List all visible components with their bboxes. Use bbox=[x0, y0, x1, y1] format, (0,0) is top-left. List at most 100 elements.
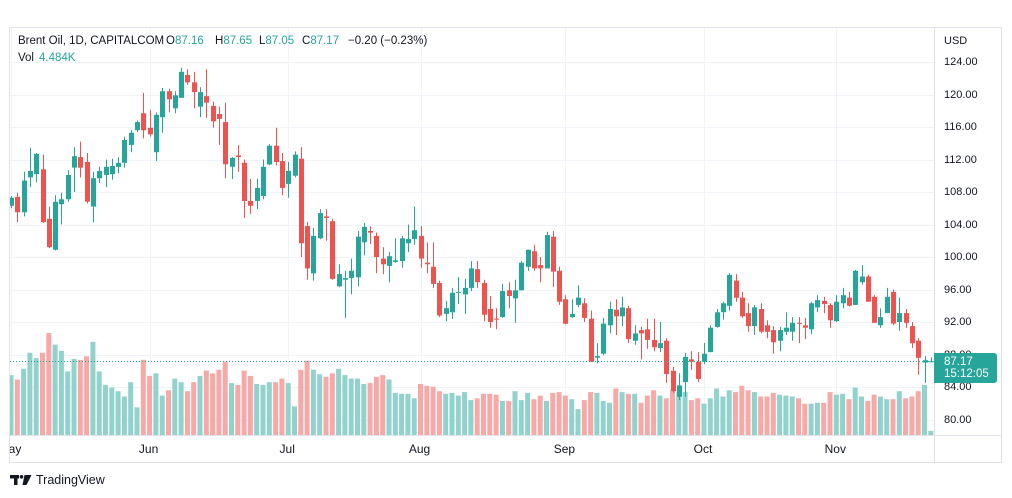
candle bbox=[715, 309, 720, 328]
time-axis[interactable]: May Jun Jul Aug Sep Oct Nov bbox=[10, 436, 934, 462]
candle bbox=[400, 235, 405, 268]
volume-bar bbox=[764, 396, 770, 435]
candle bbox=[72, 147, 77, 192]
candle bbox=[135, 120, 140, 132]
candle bbox=[356, 231, 361, 287]
volume-bar bbox=[745, 390, 751, 435]
candle bbox=[104, 159, 109, 188]
candle bbox=[803, 317, 808, 340]
candle-body bbox=[387, 256, 392, 266]
candle bbox=[526, 249, 531, 271]
volume-bar bbox=[172, 378, 178, 435]
candle-body bbox=[173, 95, 178, 109]
candle bbox=[167, 88, 172, 113]
candle-body bbox=[41, 169, 46, 223]
candle-body bbox=[85, 161, 90, 202]
volume-bar bbox=[210, 373, 216, 435]
volume-bar bbox=[487, 393, 493, 435]
volume-bar bbox=[292, 406, 297, 435]
price-tick-label: 120.00 bbox=[944, 88, 978, 101]
volume-bar bbox=[279, 378, 285, 435]
tradingview-logo-link[interactable]: TradingView bbox=[10, 472, 105, 488]
candle-body bbox=[545, 235, 550, 269]
time-tick-label: Nov bbox=[824, 442, 846, 456]
candle bbox=[450, 287, 455, 319]
volume-bar bbox=[462, 392, 468, 435]
volume-bar bbox=[588, 392, 594, 435]
candle-body bbox=[538, 265, 543, 269]
candle bbox=[696, 352, 701, 383]
candle bbox=[261, 159, 266, 200]
candle bbox=[740, 291, 745, 318]
candle bbox=[230, 157, 235, 179]
volume-bar bbox=[310, 369, 316, 435]
candle bbox=[626, 305, 631, 344]
candle bbox=[500, 283, 505, 318]
candle bbox=[381, 247, 386, 275]
candle bbox=[41, 154, 46, 223]
candle bbox=[538, 257, 543, 283]
candle bbox=[872, 295, 877, 323]
candle-body bbox=[47, 218, 52, 248]
candle-body bbox=[916, 340, 921, 358]
candle-body bbox=[847, 297, 852, 306]
candle bbox=[456, 277, 461, 305]
candle bbox=[299, 147, 304, 257]
legend-high: H87.65 bbox=[215, 34, 252, 48]
candle-body bbox=[456, 291, 461, 293]
price-axis[interactable]: 124.00 120.00 116.00 112.00 108.00 104.00 100.… bbox=[935, 28, 1001, 435]
volume-bar bbox=[877, 396, 883, 435]
volume-bar bbox=[644, 395, 650, 435]
candle bbox=[519, 261, 524, 291]
volume-bar bbox=[562, 395, 568, 435]
candle-body bbox=[689, 359, 694, 362]
candle-body bbox=[91, 178, 96, 207]
candle-body bbox=[671, 370, 676, 392]
volume-bar bbox=[852, 387, 858, 435]
chart-pane[interactable] bbox=[10, 28, 934, 435]
candle bbox=[248, 179, 253, 214]
volume-value: 4.484K bbox=[39, 52, 76, 64]
legend-volume: Vol 4.484K bbox=[18, 51, 75, 65]
candle bbox=[444, 300, 449, 322]
volume-bar bbox=[336, 368, 342, 435]
candle bbox=[671, 366, 676, 393]
candle-body bbox=[878, 317, 883, 326]
candle bbox=[563, 295, 568, 325]
volume-bar bbox=[71, 358, 77, 435]
volume-bar bbox=[777, 394, 783, 435]
candle-body bbox=[532, 251, 537, 269]
candle bbox=[658, 322, 663, 353]
volume-bar bbox=[247, 375, 253, 435]
candle-body bbox=[267, 145, 272, 165]
price-tick-label: 124.00 bbox=[944, 56, 978, 68]
candle bbox=[482, 279, 487, 322]
candle-body bbox=[809, 303, 814, 330]
bar-countdown: 15:12:05 bbox=[944, 368, 989, 380]
volume-bar bbox=[65, 371, 71, 435]
candle-body bbox=[116, 162, 121, 167]
candle-body bbox=[444, 308, 449, 314]
candle-body bbox=[866, 276, 871, 302]
volume-bar bbox=[890, 399, 896, 435]
candle-body bbox=[148, 127, 153, 135]
volume-bar bbox=[512, 391, 518, 435]
volume-bar bbox=[909, 396, 915, 435]
candle-body bbox=[299, 158, 304, 244]
volume-bar bbox=[285, 383, 291, 435]
time-tick-label: Oct bbox=[693, 442, 713, 456]
candle-body bbox=[242, 162, 247, 201]
volume-bar bbox=[663, 398, 669, 435]
candle-body bbox=[822, 300, 827, 305]
volume-bar bbox=[657, 395, 663, 435]
candle bbox=[236, 144, 241, 172]
volume-bar bbox=[96, 371, 102, 435]
candle bbox=[878, 308, 883, 328]
volume-bar bbox=[121, 396, 127, 435]
candle bbox=[551, 231, 556, 288]
volume-bar bbox=[159, 395, 165, 435]
candle-body bbox=[891, 291, 896, 324]
candle-body bbox=[318, 213, 323, 239]
candle-body bbox=[652, 339, 657, 348]
legend-symbol: Brent Oil, 1D, CAPITALCOM bbox=[18, 35, 165, 47]
